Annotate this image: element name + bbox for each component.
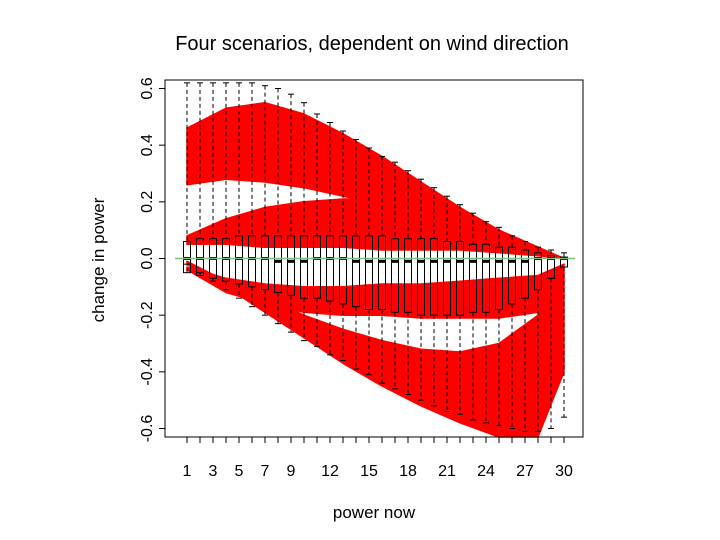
- boxplot-9: [287, 93, 295, 333]
- boxplot-22: [456, 204, 464, 415]
- boxplot-18: [404, 170, 412, 395]
- boxplot-27: [521, 241, 529, 432]
- x-tick-label: 21: [438, 463, 456, 480]
- boxplot-15: [365, 147, 373, 376]
- boxplot-21: [443, 195, 451, 412]
- boxplot-20: [430, 187, 438, 407]
- y-axis-label: change in power: [89, 197, 108, 322]
- scenario-bands: [186, 101, 565, 438]
- box: [482, 243, 490, 313]
- boxplot-8: [274, 88, 282, 325]
- y-axis: -0.6 -0.4 -0.2 0.0 0.2 0.4 0.6: [139, 77, 165, 442]
- scenario-band-2: [186, 198, 565, 260]
- boxplot-17: [391, 161, 399, 390]
- x-tick-label: 15: [360, 463, 378, 480]
- x-tick-label: 7: [261, 463, 270, 480]
- x-tick-label: 3: [209, 463, 218, 480]
- boxplot-16: [378, 156, 386, 384]
- y-tick-label: 0.4: [139, 134, 156, 156]
- chart-title: Four scenarios, dependent on wind direct…: [175, 33, 569, 55]
- y-tick-label: -0.2: [139, 301, 156, 329]
- boxplot-23: [469, 212, 477, 421]
- boxplot-25: [495, 226, 503, 427]
- boxplot-13: [339, 130, 347, 361]
- x-tick-label: 18: [399, 463, 417, 480]
- y-tick-label: -0.4: [139, 358, 156, 386]
- x-tick-label: 1: [183, 463, 192, 480]
- x-axis-label: power now: [333, 503, 416, 522]
- y-tick-label: 0.2: [139, 191, 156, 213]
- box: [469, 243, 477, 313]
- y-tick-label: 0.0: [139, 247, 156, 269]
- x-tick-label: 12: [321, 463, 339, 480]
- x-tick-label: 5: [235, 463, 244, 480]
- y-tick-label: 0.6: [139, 77, 156, 99]
- x-tick-label: 9: [287, 463, 296, 480]
- boxplot-19: [417, 178, 425, 401]
- boxplots: [183, 82, 568, 432]
- box: [339, 235, 347, 305]
- x-tick-label: 30: [555, 463, 573, 480]
- box: [287, 235, 295, 296]
- boxplot-14: [352, 139, 360, 370]
- boxplot-10: [300, 102, 308, 342]
- x-tick-label: 24: [477, 463, 495, 480]
- y-tick-label: -0.6: [139, 415, 156, 443]
- box: [248, 235, 256, 288]
- x-axis: 1 3 5 7 9 12 15 18 21 24 27 30: [183, 437, 573, 480]
- boxplot-26: [508, 235, 516, 429]
- x-tick-label: 27: [516, 463, 534, 480]
- boxplot-24: [482, 221, 490, 424]
